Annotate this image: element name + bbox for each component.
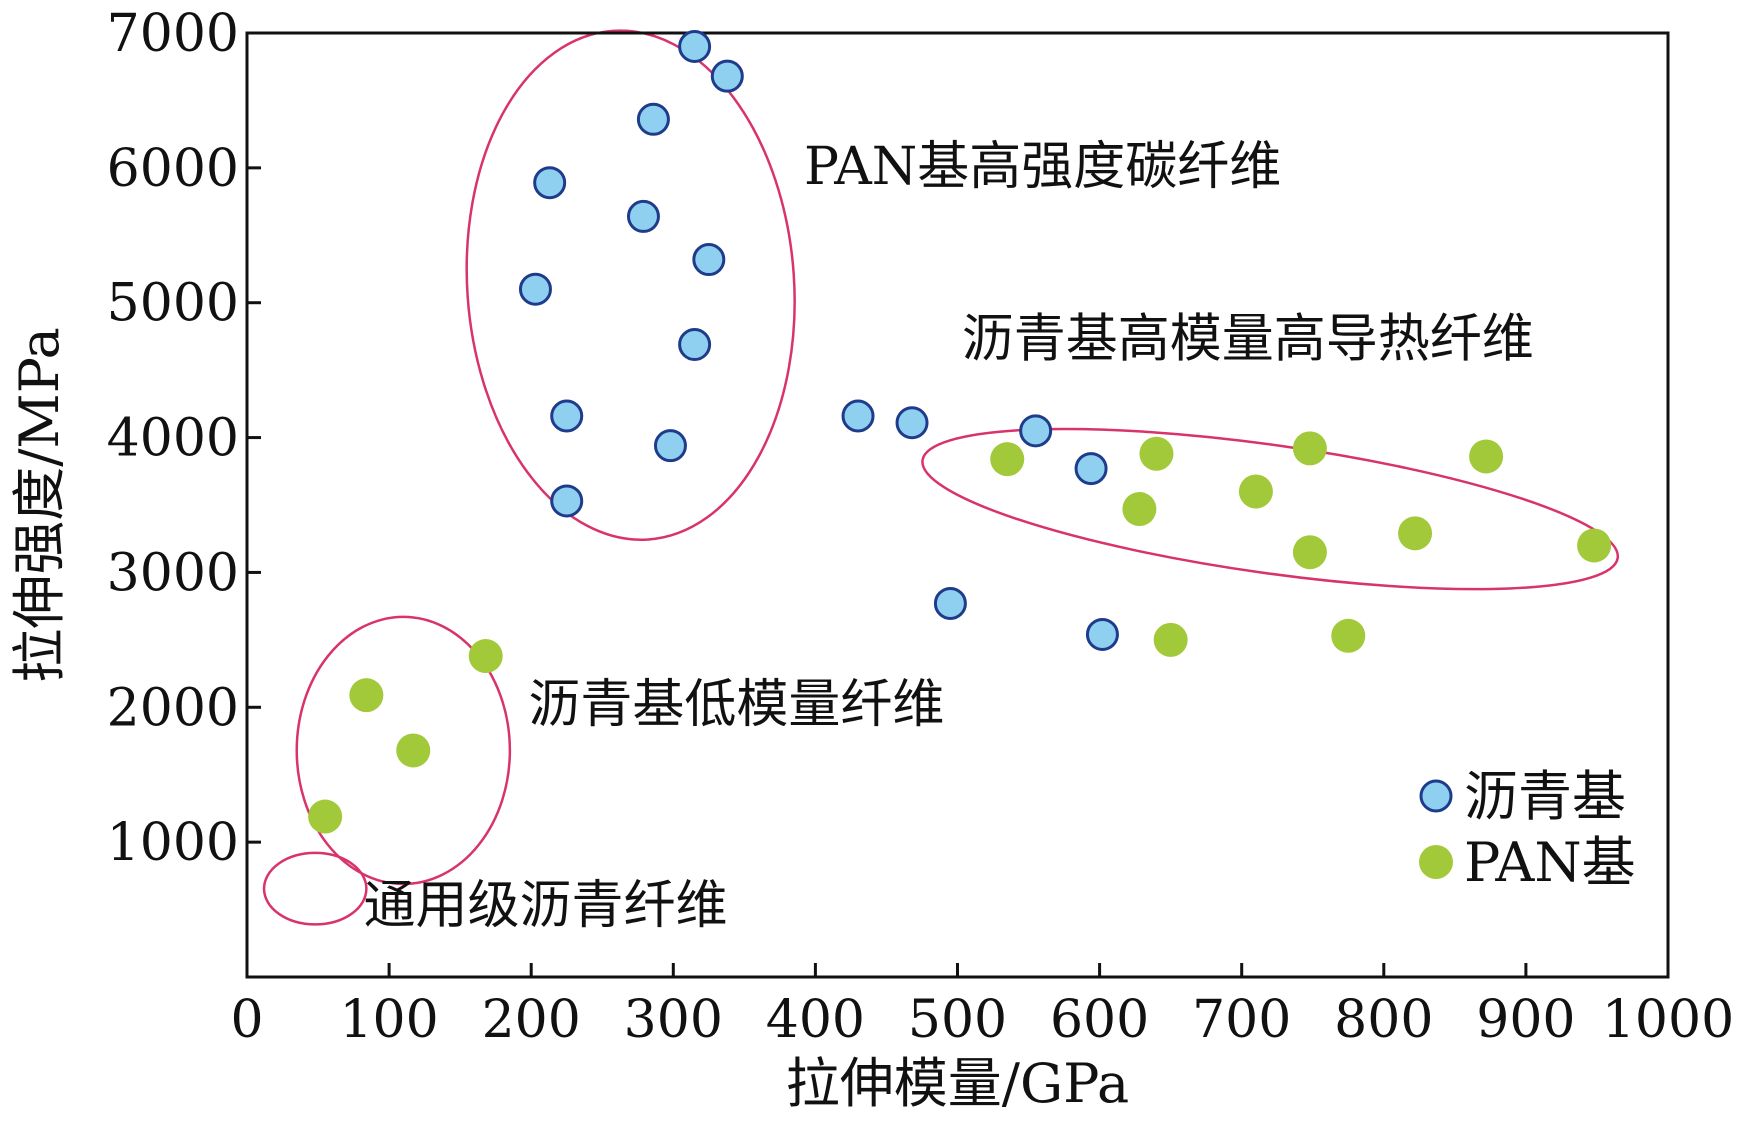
pitch-point	[533, 166, 567, 200]
pan-point	[468, 639, 503, 674]
y-tick-label: 3000	[107, 543, 239, 603]
pitch-point	[933, 586, 967, 620]
pan-point	[1238, 474, 1273, 509]
region-annotation: 沥青基高模量高导热纤维	[962, 310, 1534, 370]
region-annotation: 沥青基低模量纤维	[528, 675, 944, 735]
pitch-point	[653, 429, 687, 463]
x-tick-label: 700	[1192, 990, 1291, 1050]
pitch-point	[518, 272, 552, 306]
pitch-point	[636, 102, 670, 136]
y-tick-label: 1000	[107, 813, 239, 873]
x-tick-label: 1000	[1602, 990, 1734, 1050]
pitch-point	[841, 399, 875, 433]
pitch-point	[678, 328, 712, 362]
pan-point	[308, 799, 343, 834]
region-ellipse	[295, 615, 512, 886]
pitch-point	[626, 199, 660, 233]
legend-marker	[1419, 779, 1453, 813]
axis-ticks	[247, 166, 1528, 977]
pitch-point	[710, 59, 744, 93]
legend-label: PAN基	[1464, 831, 1636, 894]
y-axis-title: 拉伸强度/MPa	[8, 327, 71, 683]
region-ellipse	[921, 427, 1620, 591]
axis-tick-labels: 0 100 200 300 400 500 600 700 800 900 1000 1000 2000…	[107, 4, 1735, 1050]
x-tick-label: 0	[230, 990, 263, 1050]
pan-point	[1292, 535, 1327, 570]
y-tick-label: 5000	[107, 274, 239, 334]
x-tick-label: 200	[482, 990, 581, 1050]
pan-point	[1398, 516, 1433, 551]
x-tick-label: 900	[1476, 990, 1575, 1050]
x-tick-label: 500	[908, 990, 1007, 1050]
region-annotation: 通用级沥青纤维	[364, 876, 728, 936]
pan-point	[1469, 439, 1504, 474]
legend-marker	[1419, 845, 1453, 879]
x-tick-label: 100	[339, 990, 438, 1050]
legend-label: 沥青基	[1464, 765, 1626, 828]
pan-point	[1577, 528, 1612, 563]
pitch-point	[550, 399, 584, 433]
pan-point	[1122, 492, 1157, 527]
pan-point	[1139, 436, 1174, 471]
x-tick-label: 800	[1334, 990, 1433, 1050]
region-ellipse	[262, 851, 368, 926]
x-axis-title: 拉伸模量/GPa	[786, 1052, 1129, 1115]
pan-point	[396, 733, 431, 768]
x-tick-label: 400	[766, 990, 865, 1050]
pan-point	[1153, 622, 1188, 657]
y-tick-label: 6000	[107, 139, 239, 199]
pitch-point	[1019, 414, 1053, 448]
pan-point	[1292, 431, 1327, 466]
data-points	[308, 29, 1612, 834]
region-ellipses	[262, 29, 1620, 926]
pan-point	[349, 678, 384, 713]
pitch-point	[678, 29, 712, 63]
y-tick-label: 4000	[107, 409, 239, 469]
y-tick-label: 7000	[107, 4, 239, 64]
pitch-point	[895, 406, 929, 440]
pan-point	[990, 442, 1025, 477]
pitch-point	[1074, 452, 1108, 486]
y-tick-label: 2000	[107, 678, 239, 738]
pitch-point	[692, 243, 726, 277]
pitch-point	[550, 484, 584, 518]
region-annotation: PAN基高强度碳纤维	[804, 137, 1281, 197]
x-tick-label: 300	[624, 990, 723, 1050]
pitch-point	[1085, 617, 1119, 651]
x-tick-label: 600	[1050, 990, 1149, 1050]
pan-point	[1331, 618, 1366, 653]
region-ellipse	[465, 29, 796, 541]
